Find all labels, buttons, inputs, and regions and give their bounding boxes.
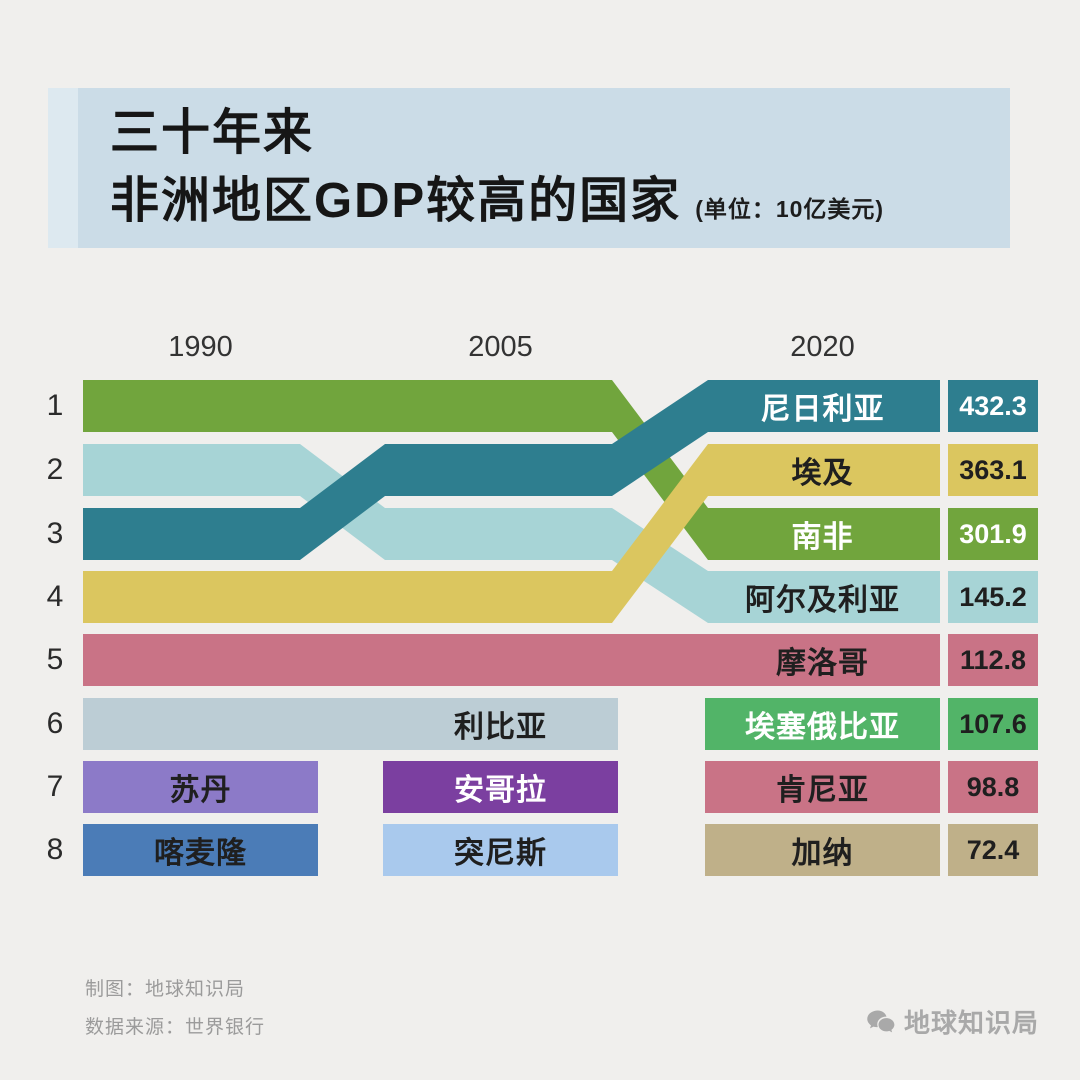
band-label-ghana: 加纳 xyxy=(791,837,854,870)
band-ghana xyxy=(705,824,940,876)
watermark: 地球知识局 xyxy=(866,1003,1039,1040)
rank-label-4: 4 xyxy=(46,580,64,613)
band-ethiopia xyxy=(705,698,940,750)
value-box-ghana: 72.4 xyxy=(948,824,1038,876)
value-box-egypt: 363.1 xyxy=(948,444,1038,496)
value-box-nigeria: 432.3 xyxy=(948,380,1038,432)
band-label-egypt: 埃及 xyxy=(791,457,854,490)
source-line: 数据来源：世界银行 xyxy=(85,1017,266,1038)
value-box-kenya: 98.8 xyxy=(948,761,1038,813)
band-sudan xyxy=(83,761,318,813)
rank-label-5: 5 xyxy=(46,643,64,676)
rank-label-3: 3 xyxy=(46,517,64,550)
band-angola xyxy=(383,761,618,813)
band-label-nigeria: 尼日利亚 xyxy=(760,393,885,426)
watermark-text: 地球知识局 xyxy=(904,1008,1040,1038)
year-label-1990: 1990 xyxy=(168,331,233,363)
header-main: 三十年来 非洲地区GDP较高的国家 (单位：10亿美元) xyxy=(78,88,1010,248)
rank-label-2: 2 xyxy=(46,453,64,486)
value-box-morocco: 112.8 xyxy=(948,634,1038,686)
band-kenya xyxy=(705,761,940,813)
band-tunisia xyxy=(383,824,618,876)
band-morocco xyxy=(83,634,940,686)
page-title-line2: 非洲地区GDP较高的国家 xyxy=(110,174,682,228)
rank-label-6: 6 xyxy=(46,707,64,740)
band-label-libya: 利比亚 xyxy=(454,711,547,744)
page-title-row: 非洲地区GDP较高的国家 (单位：10亿美元) xyxy=(110,168,1010,236)
band-label-sudan: 苏丹 xyxy=(169,774,232,807)
band-label-angola: 安哥拉 xyxy=(454,774,547,807)
band-label-cameroon: 喀麦隆 xyxy=(154,837,247,870)
wechat-icon xyxy=(867,1010,895,1032)
band-libya xyxy=(83,698,618,750)
band-label-morocco: 摩洛哥 xyxy=(776,647,869,680)
value-box-algeria: 145.2 xyxy=(948,571,1038,623)
header: 三十年来 非洲地区GDP较高的国家 (单位：10亿美元) xyxy=(48,88,1010,248)
credit-line: 制图：地球知识局 xyxy=(85,979,246,1000)
band-cameroon xyxy=(83,824,318,876)
rank-label-1: 1 xyxy=(46,389,64,422)
year-label-2020: 2020 xyxy=(790,331,855,363)
rank-label-8: 8 xyxy=(46,833,64,866)
band-south-africa xyxy=(83,380,940,560)
band-label-kenya: 肯尼亚 xyxy=(776,774,869,807)
page-title-line1: 三十年来 xyxy=(110,106,315,161)
unit-note: (单位：10亿美元) xyxy=(695,196,885,222)
band-egypt xyxy=(83,444,940,623)
band-label-south-africa: 南非 xyxy=(791,521,854,554)
rank-label-7: 7 xyxy=(46,770,64,803)
header-accent-stripe xyxy=(48,88,78,248)
year-label-2005: 2005 xyxy=(468,331,533,363)
value-box-ethiopia: 107.6 xyxy=(948,698,1038,750)
band-label-ethiopia: 埃塞俄比亚 xyxy=(745,711,900,744)
value-box-south-africa: 301.9 xyxy=(948,508,1038,560)
band-nigeria xyxy=(83,380,940,560)
band-label-algeria: 阿尔及利亚 xyxy=(745,584,900,617)
band-algeria xyxy=(83,444,940,623)
band-label-tunisia: 突尼斯 xyxy=(454,837,547,870)
